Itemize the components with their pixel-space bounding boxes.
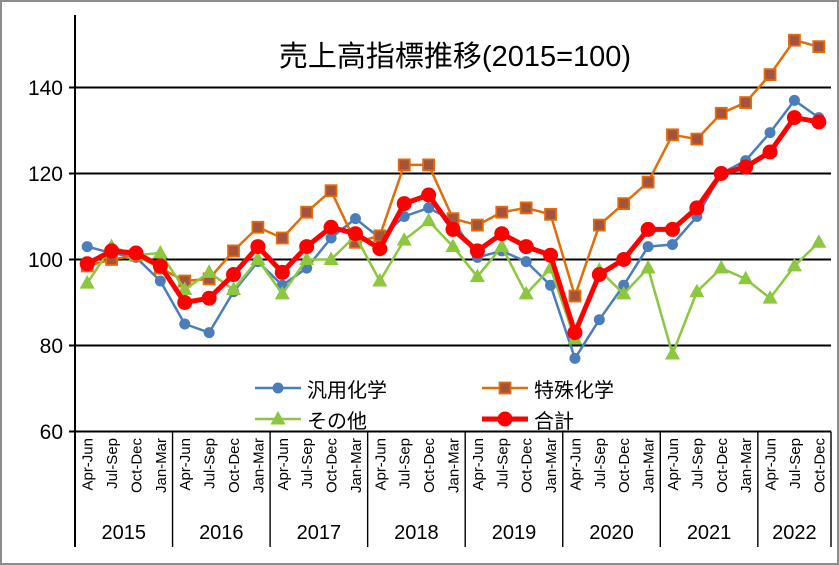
svg-text:100: 100 [28, 249, 63, 272]
svg-text:Apr-Jun: Apr-Jun [372, 438, 389, 491]
gridlines [75, 86, 831, 347]
legend-label-general-purpose: 汎用化学 [307, 379, 387, 402]
legend-item-others[interactable]: その他 [254, 405, 481, 433]
svg-text:2022: 2022 [772, 522, 817, 544]
svg-text:2016: 2016 [199, 522, 244, 544]
svg-text:Apr-Jun: Apr-Jun [665, 438, 682, 491]
legend-label-others: その他 [307, 410, 367, 433]
svg-text:Jul-Sep: Jul-Sep [592, 438, 609, 489]
svg-text:Oct-Dec: Oct-Dec [128, 438, 145, 494]
svg-text:Oct-Dec: Oct-Dec [616, 438, 633, 494]
svg-text:Apr-Jun: Apr-Jun [177, 438, 194, 491]
legend-item-general-purpose[interactable]: 汎用化学 [254, 374, 481, 402]
y-axis-labels: 60 80 100 120 140 [28, 77, 75, 444]
svg-text:Jul-Sep: Jul-Sep [397, 438, 414, 489]
svg-text:Jul-Sep: Jul-Sep [202, 438, 219, 489]
svg-text:Oct-Dec: Oct-Dec [519, 438, 536, 494]
svg-text:140: 140 [28, 77, 63, 100]
line-triangle-marker-icon [255, 410, 301, 425]
svg-text:2019: 2019 [492, 522, 537, 544]
svg-text:Jan-Mar: Jan-Mar [738, 438, 755, 493]
svg-text:Oct-Dec: Oct-Dec [421, 438, 438, 494]
svg-text:Apr-Jun: Apr-Jun [763, 438, 780, 491]
svg-text:Apr-Jun: Apr-Jun [567, 438, 584, 491]
chart-legend: 汎用化学 特殊化学 その他 合計 [254, 374, 614, 433]
line-square-marker-icon [482, 381, 528, 395]
chart-title: 売上高指標推移(2015=100) [278, 41, 632, 73]
svg-text:2017: 2017 [297, 522, 342, 544]
svg-text:Jul-Sep: Jul-Sep [299, 438, 316, 489]
svg-text:Jan-Mar: Jan-Mar [153, 438, 170, 493]
legend-item-specialty[interactable]: 特殊化学 [481, 374, 614, 402]
svg-text:Oct-Dec: Oct-Dec [324, 438, 341, 494]
svg-text:Jan-Mar: Jan-Mar [641, 438, 658, 493]
svg-text:Apr-Jun: Apr-Jun [275, 438, 292, 491]
svg-text:Jan-Mar: Jan-Mar [250, 438, 267, 493]
svg-text:80: 80 [40, 335, 63, 358]
svg-text:Oct-Dec: Oct-Dec [226, 438, 243, 494]
svg-text:2021: 2021 [687, 522, 732, 544]
line-circle-marker-icon [255, 382, 301, 394]
svg-text:Oct-Dec: Oct-Dec [714, 438, 731, 494]
series-others [79, 212, 827, 360]
svg-text:Oct-Dec: Oct-Dec [811, 438, 828, 494]
series-specialty [80, 33, 826, 303]
svg-text:Jul-Sep: Jul-Sep [689, 438, 706, 489]
svg-text:Jan-Mar: Jan-Mar [348, 438, 365, 493]
svg-text:Jul-Sep: Jul-Sep [494, 438, 511, 489]
svg-text:Jan-Mar: Jan-Mar [543, 438, 560, 493]
svg-text:Jul-Sep: Jul-Sep [787, 438, 804, 489]
legend-item-total[interactable]: 合計 [481, 405, 614, 433]
svg-text:Apr-Jun: Apr-Jun [470, 438, 487, 491]
axes [74, 15, 831, 547]
svg-text:2020: 2020 [589, 522, 634, 544]
x-axis-labels: 2015 2016 2017 2018 2019 2020 2021 2022 Apr-Jun J… [80, 431, 832, 547]
svg-text:Jan-Mar: Jan-Mar [446, 438, 463, 493]
svg-text:120: 120 [28, 163, 63, 186]
legend-label-total: 合計 [534, 410, 574, 433]
line-circle-marker-icon [482, 411, 528, 427]
svg-text:Apr-Jun: Apr-Jun [80, 438, 97, 491]
svg-text:Jul-Sep: Jul-Sep [104, 438, 121, 489]
series-total [79, 110, 827, 341]
legend-label-specialty: 特殊化学 [534, 379, 614, 402]
svg-text:60: 60 [40, 421, 63, 444]
svg-text:2018: 2018 [394, 522, 439, 544]
svg-text:2015: 2015 [102, 522, 147, 544]
